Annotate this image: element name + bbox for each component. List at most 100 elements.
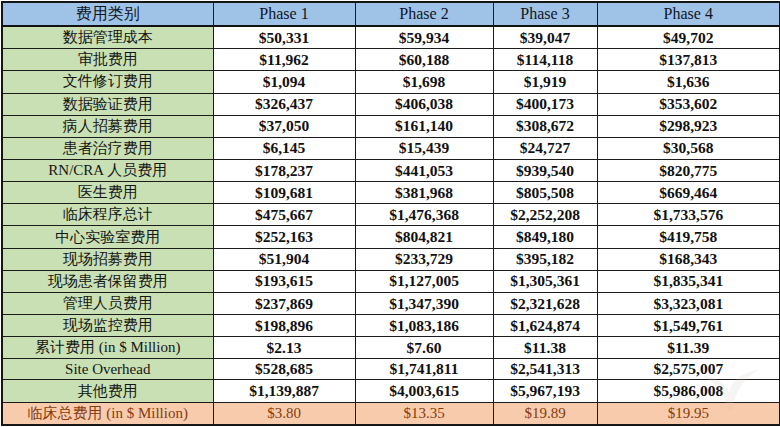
table-row: 病人招募费用$37,050$161,140$308,672$298,923: [2, 115, 780, 137]
table-row: 其他费用$1,139,887$4,003,615$5,967,193$5,986…: [2, 380, 780, 402]
cell-value-phase-3: $308,672: [493, 115, 597, 137]
table-row: Site Overhead$528,685$1,741,811$2,541,31…: [2, 359, 780, 380]
cell-value-phase-3: $939,540: [493, 160, 597, 182]
cell-value-phase-4: $30,568: [597, 137, 780, 159]
cell-value-phase-2: $161,140: [355, 115, 493, 137]
cell-value-phase-4: $5,986,008: [597, 380, 780, 402]
cell-value-phase-4: $19.95: [597, 402, 780, 425]
cell-value-phase-2: $441,053: [355, 160, 493, 182]
cell-value-phase-2: $59,934: [355, 26, 493, 49]
cell-value-phase-1: $2.13: [213, 337, 355, 359]
cell-value-phase-1: $528,685: [213, 359, 355, 380]
cell-value-phase-3: $400,173: [493, 93, 597, 115]
cell-value-phase-3: $2,541,313: [493, 359, 597, 380]
row-label: 临床程序总计: [2, 204, 213, 226]
table-row: 临床程序总计$475,667$1,476,368$2,252,208$1,733…: [2, 204, 780, 226]
table-row: 数据管理成本$50,331$59,934$39,047$49,702: [2, 26, 780, 49]
cell-value-phase-1: $1,094: [213, 71, 355, 93]
cell-value-phase-4: $168,343: [597, 248, 780, 270]
cell-value-phase-1: $178,237: [213, 160, 355, 182]
cell-value-phase-3: $805,508: [493, 182, 597, 204]
cell-value-phase-2: $381,968: [355, 182, 493, 204]
row-label: 医生费用: [2, 182, 213, 204]
cell-value-phase-3: $1,624,874: [493, 315, 597, 337]
cell-value-phase-2: $7.60: [355, 337, 493, 359]
cell-value-phase-3: $114,118: [493, 49, 597, 71]
cell-value-phase-4: $2,575,007: [597, 359, 780, 380]
cell-value-phase-1: $3.80: [213, 402, 355, 425]
cell-value-phase-3: $1,919: [493, 71, 597, 93]
cell-value-phase-4: $353,602: [597, 93, 780, 115]
table-row: 医生费用$109,681$381,968$805,508$669,464: [2, 182, 780, 204]
cell-value-phase-1: $6,145: [213, 137, 355, 159]
cell-value-phase-1: $51,904: [213, 248, 355, 270]
row-label: 其他费用: [2, 380, 213, 402]
cell-value-phase-4: $669,464: [597, 182, 780, 204]
cell-value-phase-1: $1,139,887: [213, 380, 355, 402]
table-total-row: 临床总费用 (in $ Million)$3.80$13.35$19.89$19…: [2, 402, 780, 425]
cell-value-phase-3: $24,727: [493, 137, 597, 159]
cell-value-phase-3: $2,252,208: [493, 204, 597, 226]
cell-value-phase-4: $137,813: [597, 49, 780, 71]
row-label: 累计费用 (in $ Million): [2, 337, 213, 359]
table-header-row: 费用类别 Phase 1 Phase 2 Phase 3 Phase 4: [2, 2, 780, 26]
row-label: 现场监控费用: [2, 315, 213, 337]
cell-value-phase-1: $109,681: [213, 182, 355, 204]
cell-value-phase-4: $419,758: [597, 226, 780, 248]
table-row: 现场监控费用$198,896$1,083,186$1,624,874$1,549…: [2, 315, 780, 337]
table-row: 中心实验室费用$252,163$804,821$849,180$419,758: [2, 226, 780, 248]
cell-value-phase-2: $1,127,005: [355, 270, 493, 292]
cell-value-phase-1: $237,869: [213, 292, 355, 314]
cell-value-phase-4: $11.39: [597, 337, 780, 359]
row-label: RN/CRA 人员费用: [2, 160, 213, 182]
cell-value-phase-2: $1,347,390: [355, 292, 493, 314]
cell-value-phase-3: $19.89: [493, 402, 597, 425]
cell-value-phase-2: $1,083,186: [355, 315, 493, 337]
cell-value-phase-2: $406,038: [355, 93, 493, 115]
cell-value-phase-2: $1,698: [355, 71, 493, 93]
table-row: 数据验证费用$326,437$406,038$400,173$353,602: [2, 93, 780, 115]
cell-value-phase-2: $15,439: [355, 137, 493, 159]
row-label: 文件修订费用: [2, 71, 213, 93]
column-header-category: 费用类别: [2, 2, 213, 26]
row-label: 管理人员费用: [2, 292, 213, 314]
column-header-phase-1: Phase 1: [213, 2, 355, 26]
column-header-phase-2: Phase 2: [355, 2, 493, 26]
table-row: 管理人员费用$237,869$1,347,390$2,321,628$3,323…: [2, 292, 780, 314]
row-label: 患者治疗费用: [2, 137, 213, 159]
row-label: 数据管理成本: [2, 26, 213, 49]
cell-value-phase-1: $193,615: [213, 270, 355, 292]
cell-value-phase-1: $252,163: [213, 226, 355, 248]
cell-value-phase-1: $11,962: [213, 49, 355, 71]
table-row: 现场患者保留费用$193,615$1,127,005$1,305,361$1,8…: [2, 270, 780, 292]
row-label: 临床总费用 (in $ Million): [2, 402, 213, 425]
row-label: Site Overhead: [2, 359, 213, 380]
cell-value-phase-3: $1,305,361: [493, 270, 597, 292]
table-row: 患者治疗费用$6,145$15,439$24,727$30,568: [2, 137, 780, 159]
cell-value-phase-3: $39,047: [493, 26, 597, 49]
column-header-phase-4: Phase 4: [597, 2, 780, 26]
cell-value-phase-2: $4,003,615: [355, 380, 493, 402]
table-row: 文件修订费用$1,094$1,698$1,919$1,636: [2, 71, 780, 93]
cell-value-phase-3: $849,180: [493, 226, 597, 248]
cell-value-phase-4: $1,549,761: [597, 315, 780, 337]
table-row: 现场招募费用$51,904$233,729$395,182$168,343: [2, 248, 780, 270]
row-label: 病人招募费用: [2, 115, 213, 137]
table-body: 数据管理成本$50,331$59,934$39,047$49,702审批费用$1…: [2, 26, 780, 425]
cell-value-phase-4: $1,733,576: [597, 204, 780, 226]
cell-value-phase-4: $1,835,341: [597, 270, 780, 292]
cell-value-phase-2: $804,821: [355, 226, 493, 248]
cell-value-phase-1: $326,437: [213, 93, 355, 115]
row-label: 数据验证费用: [2, 93, 213, 115]
cell-value-phase-3: $11.38: [493, 337, 597, 359]
cell-value-phase-2: $1,476,368: [355, 204, 493, 226]
cell-value-phase-2: $1,741,811: [355, 359, 493, 380]
row-label: 中心实验室费用: [2, 226, 213, 248]
cell-value-phase-1: $37,050: [213, 115, 355, 137]
cell-value-phase-1: $198,896: [213, 315, 355, 337]
cell-value-phase-4: $3,323,081: [597, 292, 780, 314]
cell-value-phase-3: $5,967,193: [493, 380, 597, 402]
cell-value-phase-4: $1,636: [597, 71, 780, 93]
cell-value-phase-2: $233,729: [355, 248, 493, 270]
cell-value-phase-2: $60,188: [355, 49, 493, 71]
